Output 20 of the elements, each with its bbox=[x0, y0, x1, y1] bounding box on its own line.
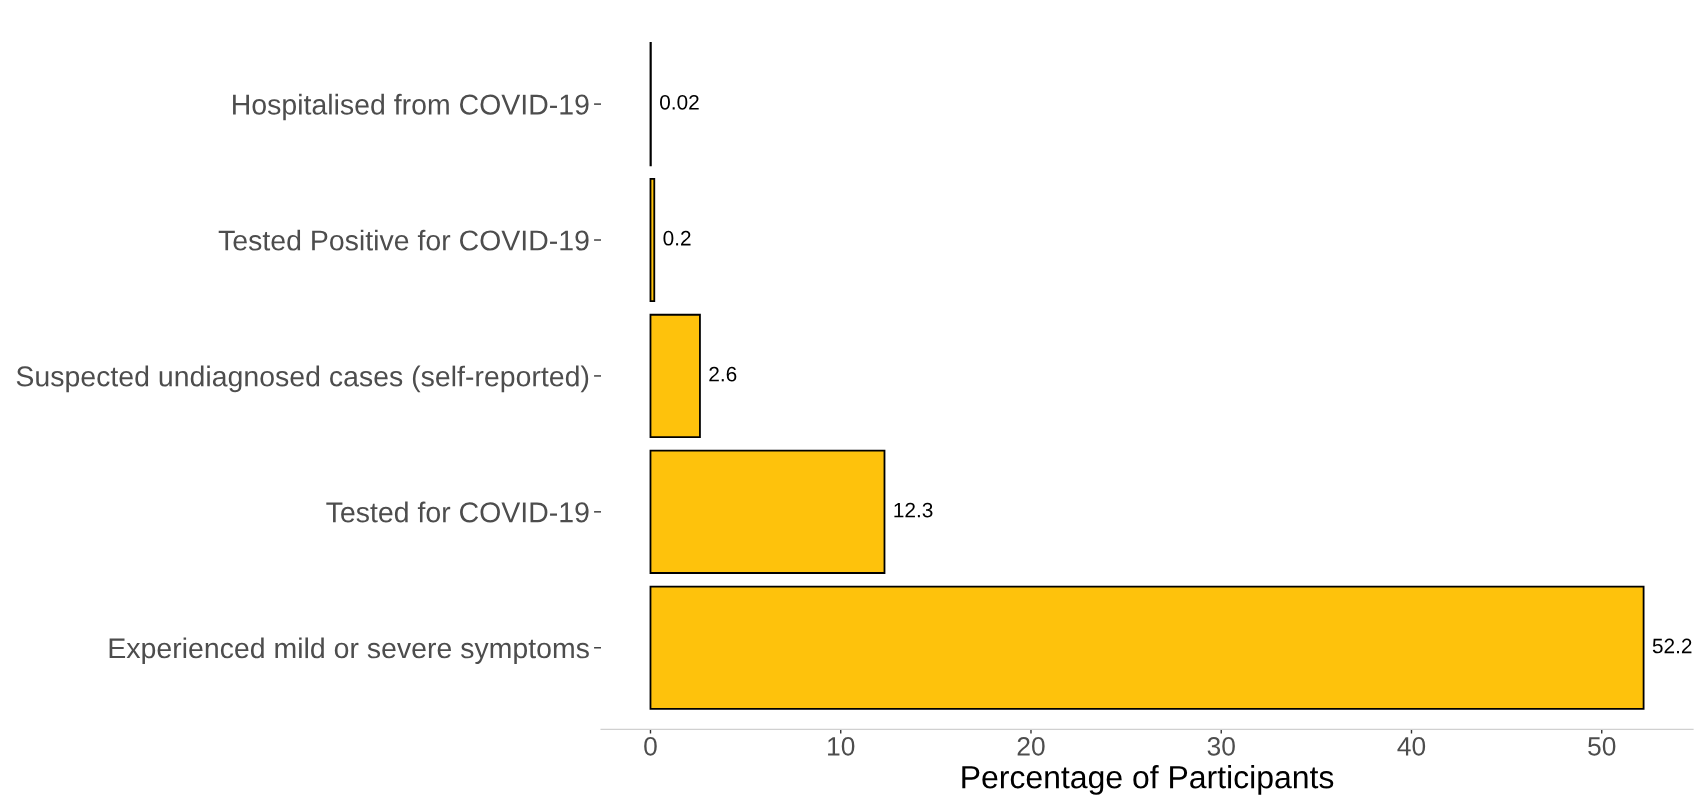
y-tick-label: Suspected undiagnosed cases (self-reported) bbox=[16, 365, 589, 393]
x-tick-label: 30 bbox=[1207, 736, 1235, 756]
y-tick-label: Tested Positive for COVID-19 bbox=[218, 229, 589, 251]
data-label: 52.2 bbox=[1652, 638, 1692, 654]
y-tick-label: Hospitalised from COVID-19 bbox=[233, 93, 589, 121]
x-axis-title: Percentage of Participants bbox=[962, 765, 1334, 795]
x-tick-label: 10 bbox=[828, 736, 855, 756]
x-tick-label: 40 bbox=[1397, 736, 1426, 756]
y-tick-label: Tested for COVID-19 bbox=[326, 501, 589, 523]
data-label: 0.02 bbox=[660, 94, 699, 110]
x-tick-label: 50 bbox=[1588, 736, 1616, 756]
bar bbox=[649, 313, 701, 439]
data-label: 2.6 bbox=[709, 366, 737, 382]
bar bbox=[649, 449, 886, 574]
data-label: 0.2 bbox=[663, 230, 691, 246]
x-tick-label: 20 bbox=[1017, 736, 1045, 756]
data-label: 12.3 bbox=[894, 502, 933, 518]
x-tick-label: 0 bbox=[644, 736, 657, 756]
bar bbox=[649, 585, 1645, 710]
y-tick-label: Experienced mild or severe symptoms bbox=[109, 637, 589, 664]
